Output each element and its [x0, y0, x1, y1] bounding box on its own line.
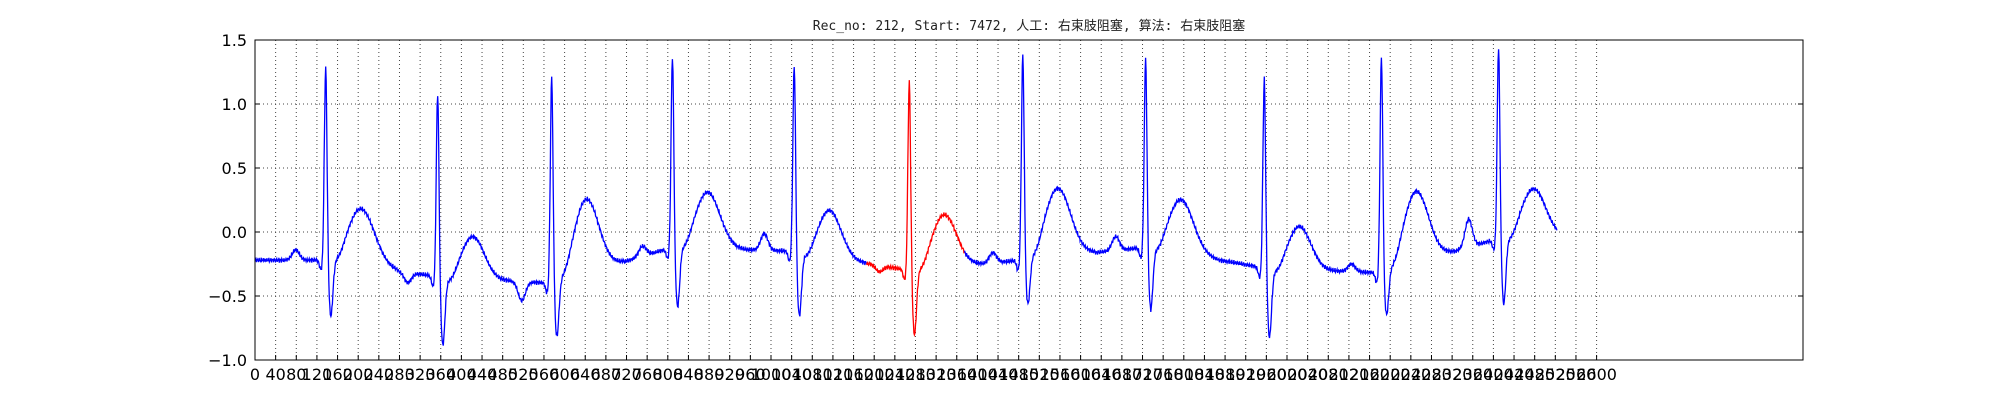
x-tick-label: 560: [529, 365, 560, 384]
x-tick-label: 40: [265, 365, 285, 384]
x-tick-label: 2280: [1411, 365, 1452, 384]
x-tick-label: 480: [487, 365, 518, 384]
y-tick-label: 0.5: [222, 159, 247, 178]
x-tick-label: 600: [549, 365, 580, 384]
x-tick-label: 720: [611, 365, 642, 384]
x-tick-label: 1480: [998, 365, 1039, 384]
x-tick-label: 1120: [813, 365, 854, 384]
x-tick-label: 760: [632, 365, 663, 384]
x-tick-label: 1160: [833, 365, 874, 384]
x-tick-label: 1280: [895, 365, 936, 384]
x-tick-label: 1960: [1246, 365, 1287, 384]
y-tick-label: −0.5: [208, 287, 247, 306]
x-tick-label: 160: [322, 365, 353, 384]
x-tick-label: 2560: [1556, 365, 1597, 384]
ecg-highlighted-beat: [865, 80, 966, 338]
x-tick-label: 2400: [1473, 365, 1514, 384]
x-tick-label: 400: [446, 365, 477, 384]
x-tick-label: 0: [250, 365, 260, 384]
x-tick-label: 1640: [1081, 365, 1122, 384]
x-tick-label: 2200: [1370, 365, 1411, 384]
x-tick-label: 1600: [1060, 365, 1101, 384]
x-tick-label: 2120: [1329, 365, 1370, 384]
x-tick-label: 200: [343, 365, 374, 384]
x-tick-label: 1560: [1040, 365, 1081, 384]
y-axis: −1.0 −0.5 0.0 0.5 1.0 1.5: [208, 31, 1803, 370]
x-tick-label: 1800: [1163, 365, 1204, 384]
x-tick-label: 1400: [957, 365, 998, 384]
x-tick-label: 1880: [1205, 365, 1246, 384]
x-tick-label: 1760: [1143, 365, 1184, 384]
ecg-series: [254, 49, 1558, 346]
y-tick-label: 1.5: [222, 31, 247, 50]
x-tick-label: 1080: [792, 365, 833, 384]
x-tick-label: 2080: [1308, 365, 1349, 384]
x-tick-label: 1360: [936, 365, 977, 384]
x-tick-label: 360: [425, 365, 456, 384]
x-tick-label: 120: [302, 365, 333, 384]
ecg-line-segment: [963, 49, 1558, 339]
x-tick-label: 1200: [854, 365, 895, 384]
y-tick-label: 1.0: [222, 95, 247, 114]
x-tick-label: 840: [673, 365, 704, 384]
x-tick-label: 2320: [1432, 365, 1473, 384]
x-tick-label: 1720: [1122, 365, 1163, 384]
y-tick-label: −1.0: [208, 351, 247, 370]
x-tick-label: 2160: [1349, 365, 1390, 384]
chart-title: Rec_no: 212, Start: 7472, 人工: 右束肢阻塞, 算法:…: [813, 18, 1245, 34]
x-tick-label: 680: [591, 365, 622, 384]
x-tick-label: 2440: [1494, 365, 1535, 384]
x-tick-label: 520: [508, 365, 539, 384]
x-tick-label: 1840: [1184, 365, 1225, 384]
x-tick-label: 920: [714, 365, 745, 384]
x-tick-label: 640: [570, 365, 601, 384]
y-tick-label: 0.0: [222, 223, 247, 242]
x-tick-label: 1000: [751, 365, 792, 384]
x-tick-label: 80: [286, 365, 306, 384]
x-tick-label: 280: [384, 365, 415, 384]
x-tick-label: 880: [694, 365, 725, 384]
x-axis: 0 40 8012016020024028032036040044048052056…: [250, 355, 1617, 384]
x-tick-label: 800: [653, 365, 684, 384]
x-tick-label: 2040: [1287, 365, 1328, 384]
x-tick-label: 440: [467, 365, 498, 384]
x-tick-label: 1680: [1102, 365, 1143, 384]
x-tick-label: 1440: [978, 365, 1019, 384]
x-tick-label: 2600: [1576, 365, 1617, 384]
ecg-line-segment: [254, 59, 868, 346]
x-tick-label: 1520: [1019, 365, 1060, 384]
x-tick-label: 2000: [1267, 365, 1308, 384]
plot-frame: [254, 39, 1804, 361]
x-tick-label: 1920: [1225, 365, 1266, 384]
x-tick-label: 2240: [1390, 365, 1431, 384]
x-tick-label: 2480: [1514, 365, 1555, 384]
x-tick-label: 2360: [1452, 365, 1493, 384]
x-tick-label: 960: [735, 365, 766, 384]
x-tick-label: 1240: [874, 365, 915, 384]
x-tick-label: 240: [364, 365, 395, 384]
grid-lines: [255, 40, 1803, 360]
x-tick-label: 2520: [1535, 365, 1576, 384]
x-tick-label: 1040: [771, 365, 812, 384]
x-tick-label: 1320: [916, 365, 957, 384]
x-tick-label: 320: [405, 365, 436, 384]
